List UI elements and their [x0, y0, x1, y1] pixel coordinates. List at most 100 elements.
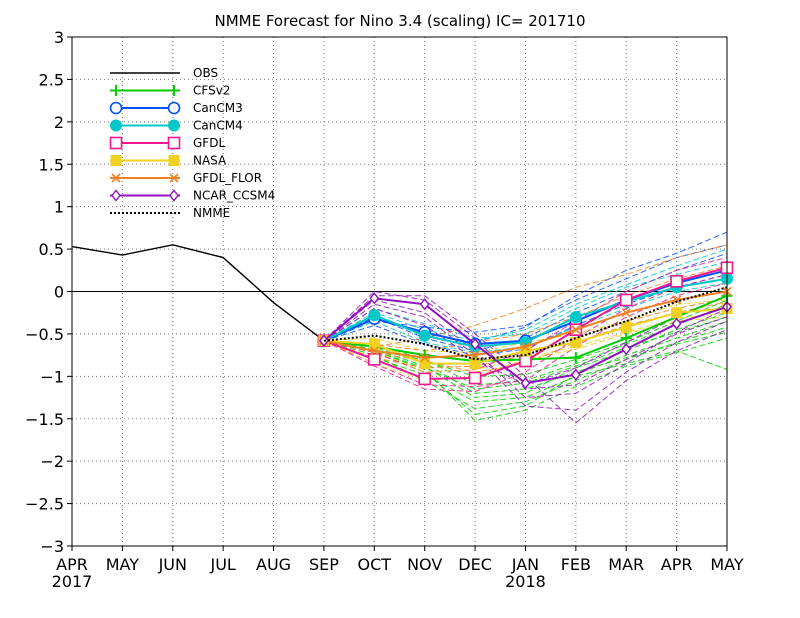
y-tick-label: 0.5 — [39, 240, 64, 259]
series-marker — [319, 334, 329, 347]
series-marker — [168, 155, 180, 166]
series-marker — [571, 325, 581, 335]
series-marker — [620, 332, 632, 344]
series-marker — [468, 371, 482, 385]
series-marker — [369, 292, 380, 305]
ensemble-members-layer — [323, 231, 728, 424]
series-marker — [111, 189, 121, 202]
y-tick-label: −3 — [40, 537, 64, 556]
series-line-obs — [71, 244, 325, 342]
legend-label: GFDL — [193, 136, 225, 150]
y-tick-label: −0.5 — [25, 325, 64, 344]
year-label: 2018 — [505, 572, 546, 591]
ensemble-member-line — [323, 301, 728, 373]
series-marker — [621, 308, 631, 318]
series-marker — [168, 119, 180, 132]
series-marker — [419, 358, 431, 370]
series-marker — [369, 346, 379, 356]
series-marker — [110, 119, 122, 132]
x-tick-label: NOV — [407, 555, 442, 574]
series-marker — [671, 317, 682, 330]
series-marker — [519, 354, 532, 368]
ensemble-member-line — [323, 244, 728, 348]
ensemble-member-line — [323, 299, 728, 399]
series-marker — [109, 136, 123, 150]
series-marker — [368, 338, 380, 350]
series-marker — [670, 275, 683, 288]
chart-title: NMME Forecast for Nino 3.4 (scaling) IC=… — [214, 12, 585, 30]
legend-label: CanCM4 — [193, 119, 243, 133]
series-marker — [469, 358, 481, 370]
ensemble-member-line — [323, 299, 728, 354]
x-tick-label: OCT — [358, 555, 392, 574]
legend-label: OBS — [193, 66, 218, 80]
series-marker — [619, 293, 633, 307]
series-marker — [167, 136, 181, 150]
series-marker — [368, 353, 381, 366]
y-tick-label: 3 — [54, 28, 64, 47]
x-tick-label: SEP — [309, 555, 339, 574]
ensemble-member-line — [323, 274, 728, 393]
x-tick-label: DEC — [458, 555, 492, 574]
legend-label: CanCM3 — [193, 101, 243, 115]
y-tick-label: 0 — [54, 283, 64, 302]
series-marker — [420, 353, 430, 363]
series-marker — [418, 329, 431, 342]
ensemble-member-line — [323, 337, 728, 421]
x-tick-label: JUN — [158, 555, 187, 574]
grid-layer — [72, 37, 727, 546]
legend: OBS CFSv2 CanCM3 CanCM4 GFDL NASA GFDL_FLOR NCA… — [109, 66, 275, 220]
ensemble-member-line — [323, 265, 728, 352]
ensemble-member-line — [323, 312, 728, 399]
series-marker — [569, 310, 582, 323]
y-tick-label: 2.5 — [39, 70, 64, 89]
ensemble-member-line — [323, 261, 728, 342]
x-tick-label: JAN — [511, 555, 539, 574]
y-tick-label: 1 — [54, 198, 64, 217]
y-tick-label: 2 — [54, 113, 64, 132]
series-marker — [167, 101, 181, 115]
series-marker — [470, 350, 480, 360]
series-marker — [570, 352, 582, 364]
series-marker — [169, 189, 179, 202]
legend-label: CFSv2 — [193, 84, 230, 98]
x-tick-label: MAR — [608, 555, 644, 574]
ensemble-member-line — [323, 340, 728, 403]
series-marker — [570, 336, 582, 348]
series-line-nmme — [323, 286, 728, 361]
year-label: 2017 — [52, 572, 93, 591]
series-marker — [520, 342, 531, 352]
y-tick-label: −1 — [40, 367, 64, 386]
legend-label: NASA — [193, 154, 227, 168]
x-tick-label: MAY — [106, 555, 140, 574]
ensemble-member-line — [323, 248, 728, 342]
series-marker — [621, 343, 632, 356]
series-marker — [419, 298, 430, 311]
x-tick-label: AUG — [256, 555, 291, 574]
legend-label: NMME — [193, 206, 230, 220]
series-marker — [570, 368, 581, 381]
x-tick-label: JUL — [209, 555, 235, 574]
x-tick-label: MAY — [710, 555, 744, 574]
legend-label: NCAR_CCSM4 — [193, 189, 275, 203]
series-marker — [672, 295, 682, 305]
series-marker — [671, 307, 683, 319]
ensemble-member-line — [323, 303, 728, 411]
series-marker — [169, 173, 179, 183]
y-tick-label: −2.5 — [25, 495, 64, 514]
ensemble-member-line — [323, 326, 728, 410]
legend-label: GFDL_FLOR — [193, 171, 262, 185]
y-tick-label: −2 — [40, 452, 64, 471]
ensemble-member-line — [323, 320, 728, 416]
series-marker — [110, 155, 122, 166]
ensemble-member-line — [323, 297, 728, 369]
y-tick-label: −1.5 — [25, 410, 64, 429]
series-marker — [620, 321, 632, 333]
series-marker — [368, 309, 381, 322]
series-marker — [110, 85, 122, 96]
x-tick-label: APR — [56, 555, 88, 574]
series-marker — [418, 372, 431, 386]
x-tick-label: FEB — [561, 555, 591, 574]
ensemble-member-line — [323, 244, 728, 342]
